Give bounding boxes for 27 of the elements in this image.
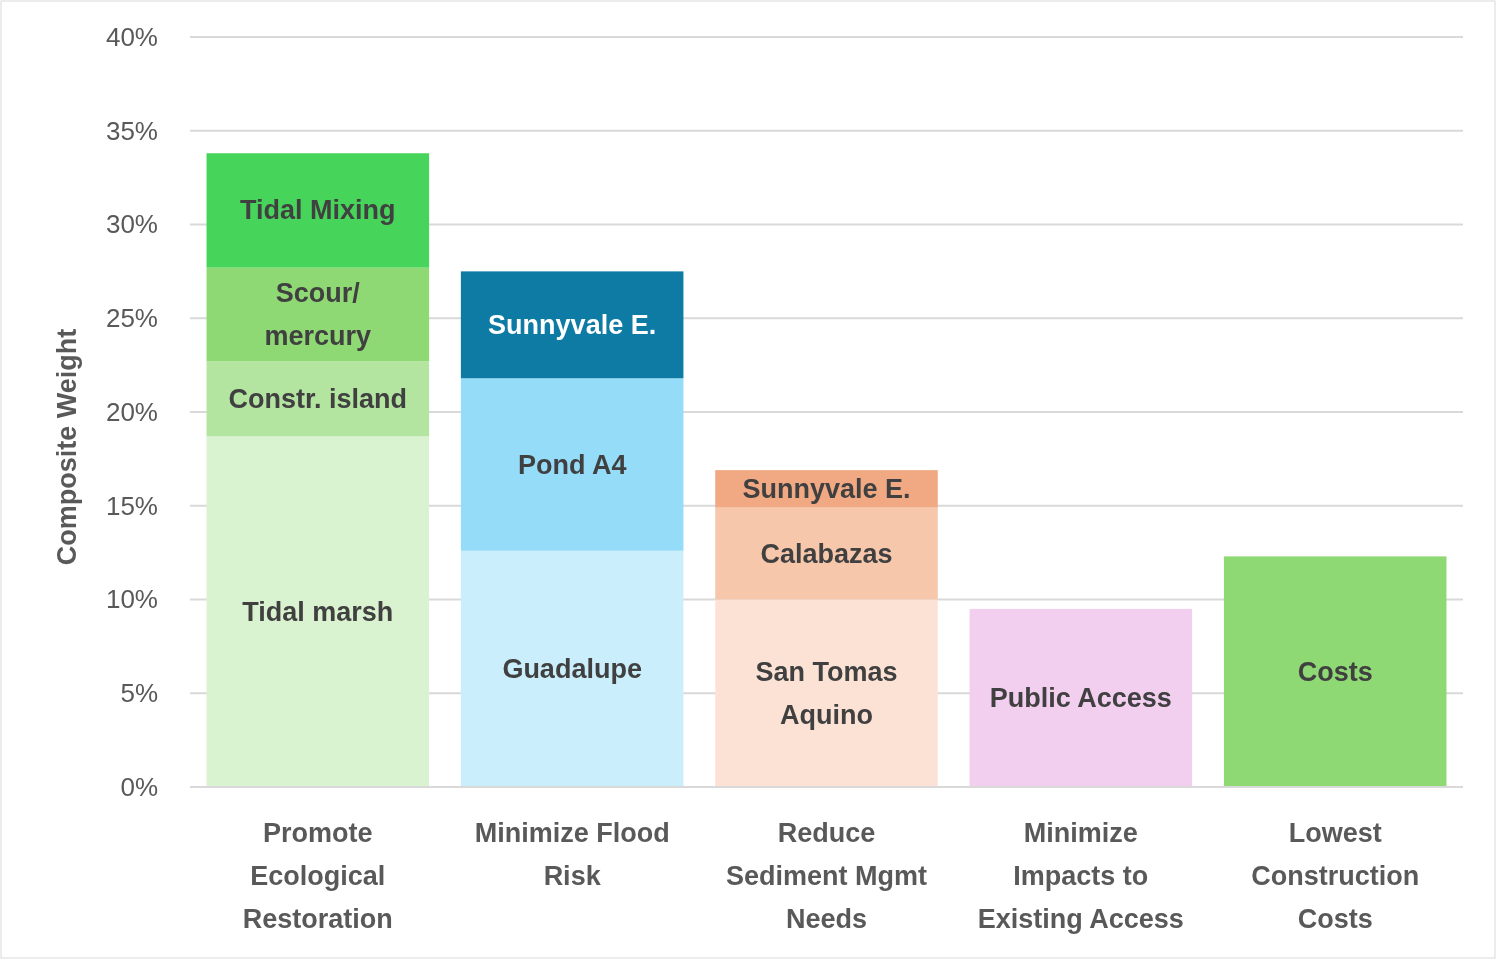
x-tick-label: Reduce Sediment Mgmt Needs	[725, 818, 928, 934]
x-tick-label: Promote Ecological Restoration	[242, 818, 393, 934]
y-tick-label: 25%	[105, 303, 158, 334]
y-tick-label: 30%	[105, 209, 158, 240]
y-axis-title: Composite Weight	[52, 328, 82, 566]
y-tick-label: 35%	[105, 115, 158, 146]
x-tick-label: Minimize Impacts to Existing Access	[977, 818, 1184, 934]
series-label: Guadalupe	[502, 653, 642, 684]
x-tick-label: Minimize Flood Risk	[474, 818, 670, 891]
series-label: Sunnyvale E.	[488, 309, 657, 340]
series-label: Public Access	[989, 682, 1172, 713]
y-tick-label: 20%	[105, 396, 158, 427]
series-label: San Tomas Aquino	[755, 656, 898, 730]
series-label: Pond A4	[517, 449, 627, 480]
y-tick-label: 15%	[105, 490, 158, 521]
series-label: Tidal Mixing	[240, 195, 396, 226]
y-tick-label: 5%	[120, 678, 158, 709]
y-tick-label: 40%	[105, 21, 158, 52]
series-label: Costs	[1297, 656, 1373, 687]
y-tick-label: 0%	[120, 771, 158, 802]
x-tick-label: Lowest Construction Costs	[1251, 818, 1420, 934]
series-label: Sunnyvale E.	[742, 473, 911, 504]
series-label: Calabazas	[760, 538, 893, 569]
series-label: Constr. island	[228, 383, 408, 414]
series-label: Tidal marsh	[242, 596, 394, 627]
series-label: Scour/ mercury	[264, 278, 372, 351]
y-tick-label: 10%	[105, 584, 158, 615]
